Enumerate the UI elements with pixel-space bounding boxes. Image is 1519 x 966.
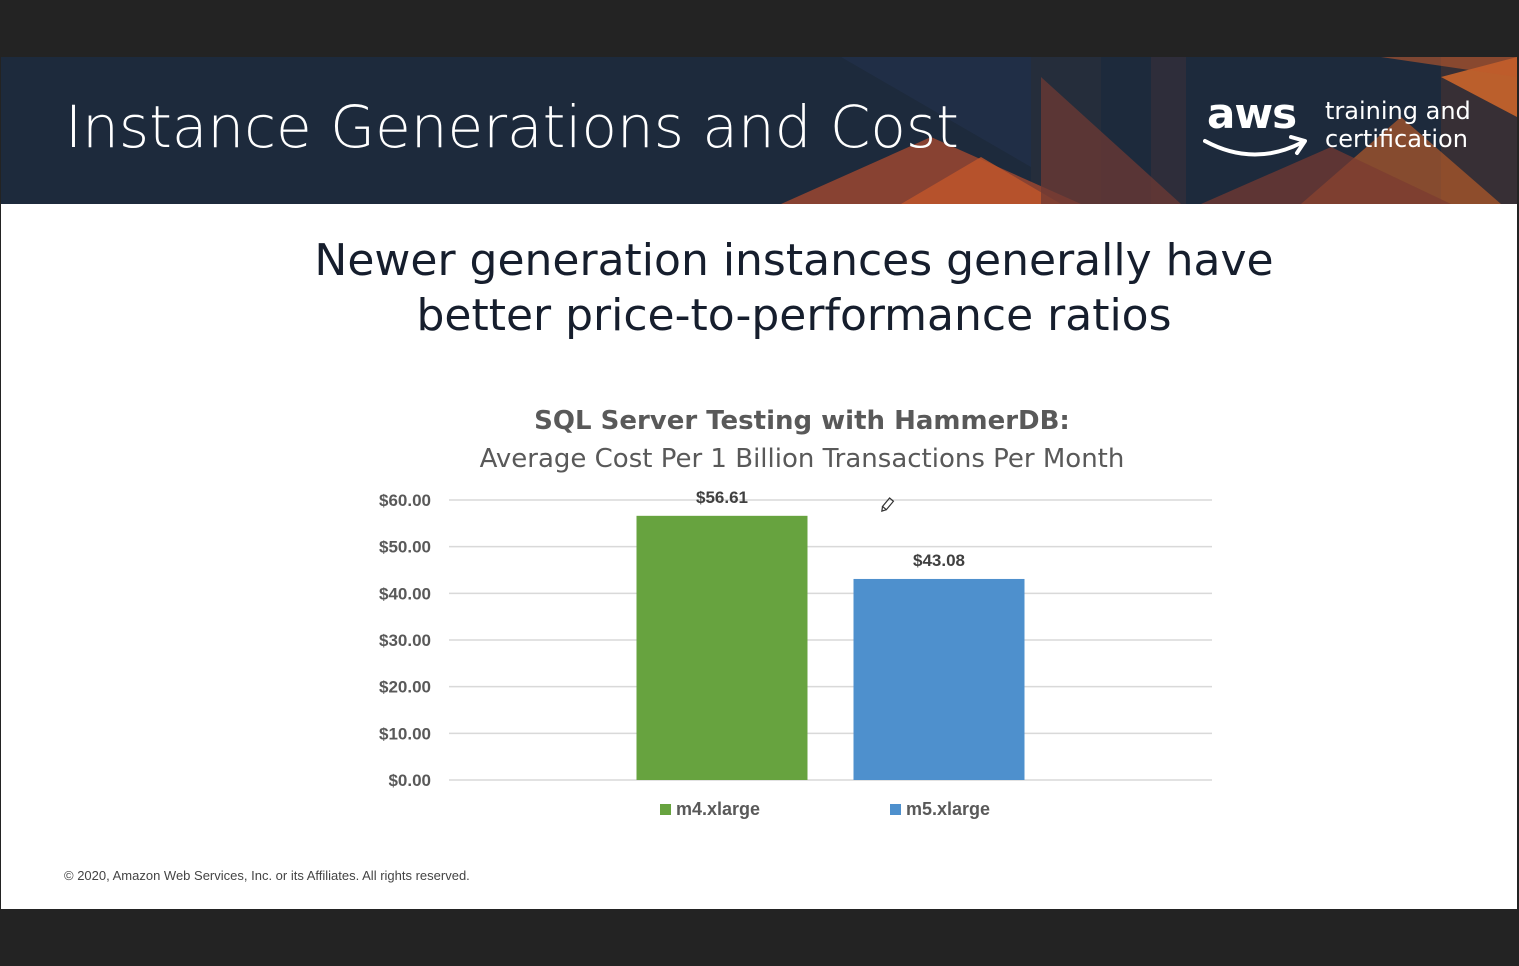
subtitle-line-1: Newer generation instances generally hav… <box>314 235 1274 286</box>
y-tick-label: $20.00 <box>379 678 431 697</box>
header-decoration <box>781 57 1517 204</box>
chart-gridlines <box>449 499 1212 781</box>
y-tick-label: $40.00 <box>379 584 431 603</box>
copyright-notice: © 2020, Amazon Web Services, Inc. or its… <box>64 868 470 883</box>
chart-bars: $56.61 $43.08 <box>636 488 1025 780</box>
slide-header: Instance Generations and Cost aws traini… <box>1 57 1517 204</box>
bar-m5.xlarge <box>853 578 1025 780</box>
slide-title: Instance Generations and Cost <box>65 93 959 161</box>
aws-logo: aws training and certification <box>1201 89 1491 173</box>
data-label: $43.08 <box>913 551 965 570</box>
legend-swatch <box>660 804 671 815</box>
y-tick-label: $30.00 <box>379 631 431 650</box>
bar-chart: $0.00 $10.00 $20.00 $30.00 $40.00 $50.00 $60.0… <box>379 406 1212 819</box>
y-tick-label: $0.00 <box>388 771 431 790</box>
chart-titles: SQL Server Testing with HammerDB: Average… <box>480 406 1125 474</box>
y-tick-label: $60.00 <box>379 491 431 510</box>
legend-label: m5.xlarge <box>906 799 990 819</box>
subtitle-line-2: better price-to-performance ratios <box>416 290 1172 341</box>
legend-swatch <box>890 804 901 815</box>
slide: Instance Generations and Cost aws traini… <box>1 57 1517 909</box>
aws-smile-arrow-icon <box>1203 135 1307 157</box>
logo-tagline-line2: certification <box>1325 125 1468 153</box>
y-tick-label: $10.00 <box>379 724 431 743</box>
chart-legend: m4.xlarge m5.xlarge <box>660 799 990 819</box>
chart-subtitle: Average Cost Per 1 Billion Transactions … <box>480 444 1125 474</box>
chart-title: SQL Server Testing with HammerDB: <box>534 406 1070 436</box>
logo-tagline-line1: training and <box>1325 97 1471 125</box>
legend-label: m4.xlarge <box>676 799 760 819</box>
pencil-cursor-icon <box>881 497 895 512</box>
chart-y-axis-labels: $0.00 $10.00 $20.00 $30.00 $40.00 $50.00 $60.0… <box>379 491 431 790</box>
bar-m4.xlarge <box>636 515 808 780</box>
slide-subtitle: Newer generation instances generally hav… <box>1 233 1517 343</box>
aws-wordmark: aws <box>1207 89 1297 138</box>
data-label: $56.61 <box>696 488 748 507</box>
y-tick-label: $50.00 <box>379 538 431 557</box>
